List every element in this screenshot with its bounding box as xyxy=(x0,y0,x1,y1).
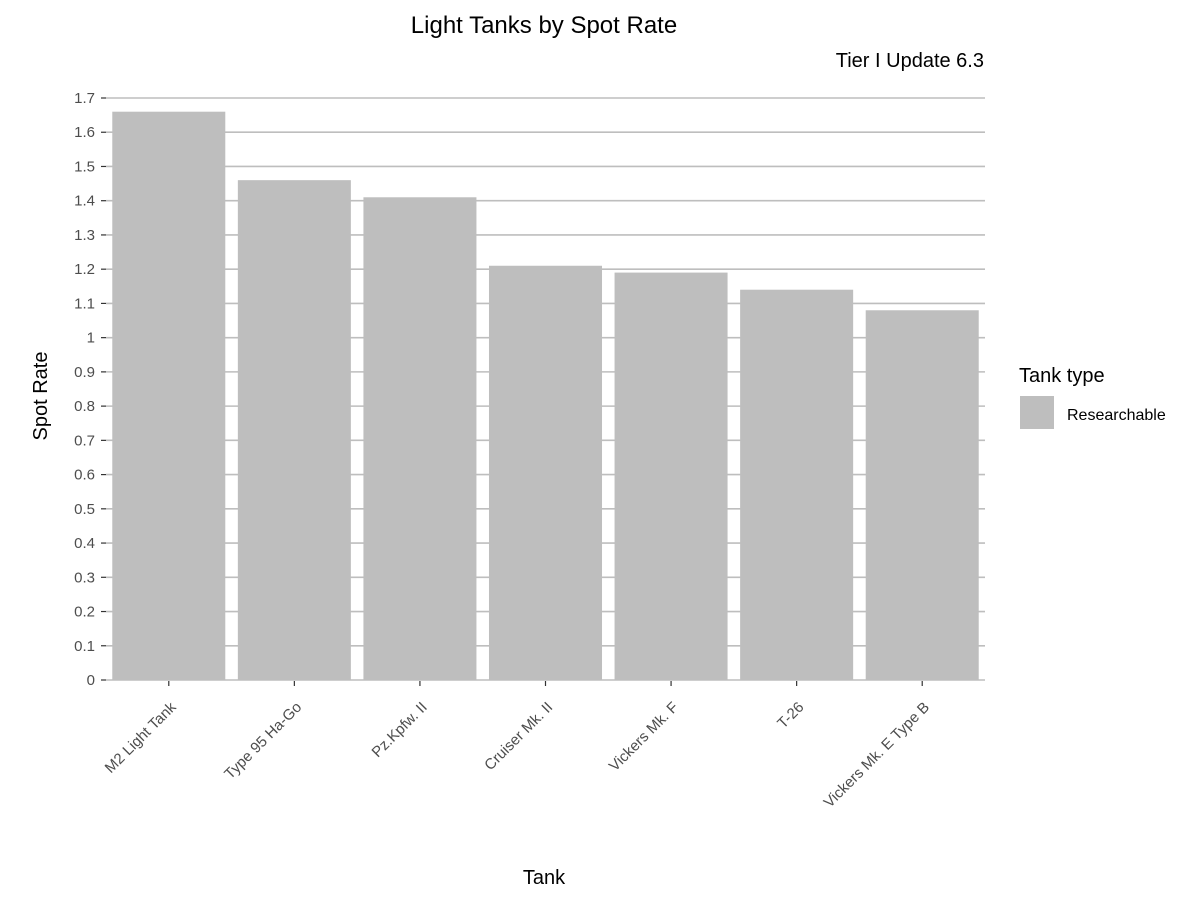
y-tick-label: 0.7 xyxy=(74,432,95,449)
y-tick-label: 0.3 xyxy=(74,569,95,586)
bar xyxy=(112,111,226,681)
y-tick-label: 0.9 xyxy=(74,364,95,381)
y-tick-label: 1.4 xyxy=(74,193,95,210)
y-tick-label: 0 xyxy=(87,672,95,689)
chart-title: Light Tanks by Spot Rate xyxy=(411,12,677,39)
y-tick-label: 1 xyxy=(87,330,95,347)
legend-label-researchable: Researchable xyxy=(1067,407,1166,424)
y-tick-label: 1.7 xyxy=(74,90,95,107)
bar xyxy=(865,310,979,680)
chart-subtitle: Tier I Update 6.3 xyxy=(836,50,984,72)
y-tick-label: 1.6 xyxy=(74,124,95,141)
bar xyxy=(488,265,603,680)
bar xyxy=(614,272,728,680)
x-axis-title: Tank xyxy=(523,867,566,889)
bar xyxy=(237,180,351,680)
y-tick-label: 1.2 xyxy=(74,261,95,278)
y-tick-label: 0.8 xyxy=(74,398,95,415)
x-tick-label: Type 95 Ha-Go xyxy=(221,699,305,783)
y-tick-label: 0.5 xyxy=(74,501,95,518)
y-tick-label: 0.4 xyxy=(74,535,95,552)
legend-title: Tank type xyxy=(1019,365,1105,387)
y-tick-label: 1.1 xyxy=(74,295,95,312)
y-tick-label: 1.3 xyxy=(74,227,95,244)
x-axis-ticks: M2 Light Tank Type 95 Ha-Go Pz.Kpfw. II Cru… xyxy=(102,681,933,811)
x-tick-label: Vickers Mk. F xyxy=(606,699,682,775)
y-tick-label: 0.6 xyxy=(74,467,95,484)
x-tick-label: M2 Light Tank xyxy=(102,698,180,776)
x-tick-label: Pz.Kpfw. II xyxy=(369,699,431,761)
bars xyxy=(112,111,979,681)
y-axis-ticks: 0 0.1 0.2 0.3 0.4 0.5 0.6 0.7 0.8 0.9 1 1.1 1.2 1.3 1.… xyxy=(74,90,106,689)
legend-key-researchable xyxy=(1020,396,1054,429)
x-tick-label: Vickers Mk. E Type B xyxy=(821,699,933,811)
legend: Tank type Researchable xyxy=(1019,365,1166,429)
y-tick-label: 1.5 xyxy=(74,158,95,175)
bar xyxy=(740,289,854,680)
x-tick-label: T-26 xyxy=(774,699,807,732)
y-axis-title: Spot Rate xyxy=(30,352,52,441)
y-tick-label: 0.2 xyxy=(74,604,95,621)
y-tick-label: 0.1 xyxy=(74,638,95,655)
x-tick-label: Cruiser Mk. II xyxy=(481,699,556,774)
bar xyxy=(363,197,477,680)
